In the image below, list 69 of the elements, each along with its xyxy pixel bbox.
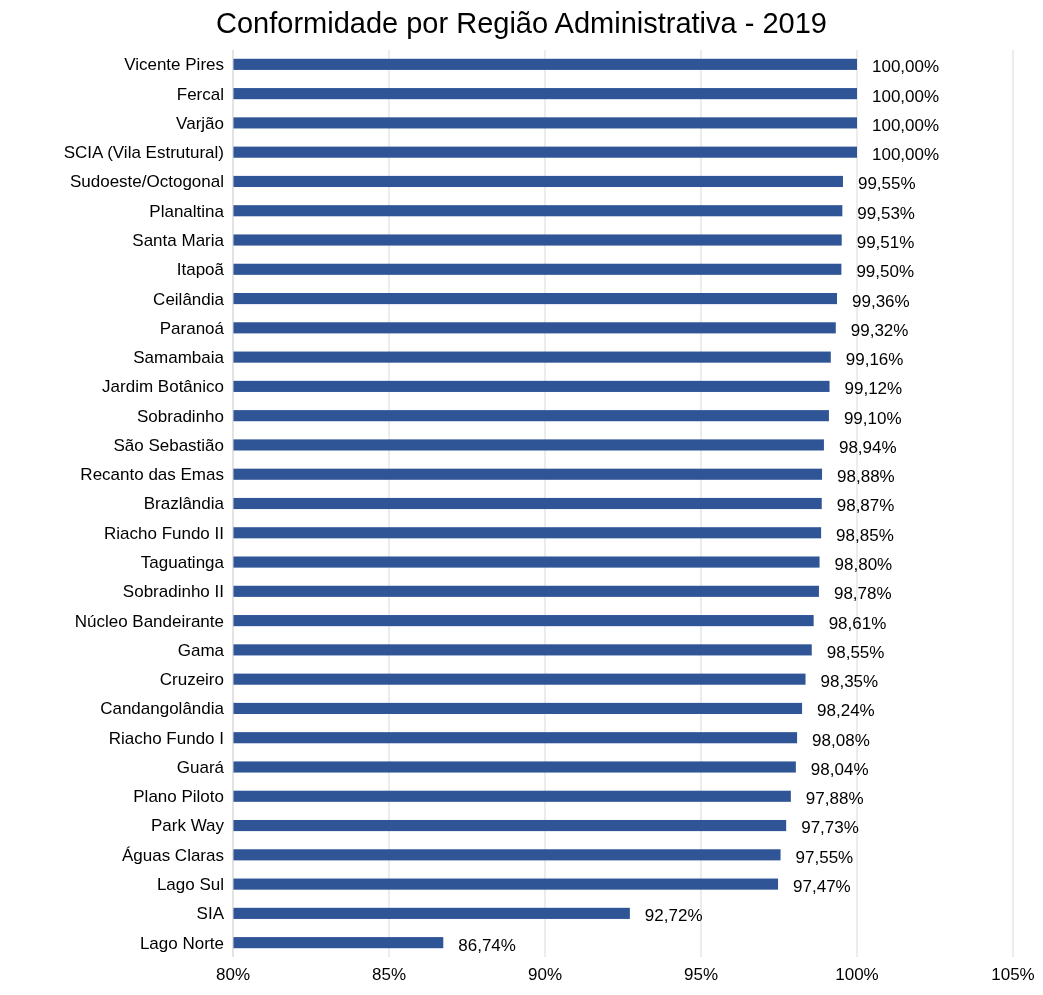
y-tick-label: Varjão — [176, 113, 224, 133]
data-label: 99,50% — [856, 262, 915, 282]
data-label: 98,55% — [826, 642, 885, 662]
y-tick-label: SCIA (Vila Estrutural) — [63, 143, 224, 163]
y-tick-label: SIA — [196, 904, 225, 924]
y-tick-label: Sobradinho II — [122, 582, 224, 602]
y-tick-label: Águas Claras — [121, 845, 224, 865]
x-tick-label: 95% — [683, 965, 719, 984]
y-tick-label: Itapoã — [176, 260, 225, 280]
y-tick-label: Sobradinho — [137, 406, 224, 426]
x-tick-label: 90% — [527, 965, 563, 984]
y-tick-label: Gama — [177, 640, 225, 660]
y-tick-label: Riacho Fundo II — [103, 523, 224, 543]
data-label: 98,94% — [838, 437, 897, 457]
data-label: 100,00% — [872, 145, 940, 165]
data-label: 98,88% — [837, 467, 895, 487]
y-tick-label: Lago Norte — [139, 933, 224, 953]
data-label: 98,24% — [817, 701, 875, 721]
data-label: 99,32% — [850, 320, 909, 340]
data-label: 100,00% — [872, 115, 940, 135]
data-label: 98,80% — [834, 555, 893, 574]
y-tick-label: Vicente Pires — [124, 55, 224, 75]
y-tick-label: Paranoá — [159, 318, 225, 338]
y-tick-label: Núcleo Bandeirante — [74, 611, 224, 631]
y-tick-label: Brazlândia — [143, 494, 225, 514]
y-tick-label: Jardim Botânico — [102, 377, 224, 397]
y-tick-label: Riacho Fundo I — [108, 728, 224, 748]
data-label: 99,55% — [857, 174, 916, 194]
y-tick-label: Santa Maria — [132, 230, 225, 250]
x-tick-label: 80% — [215, 965, 251, 984]
data-label: 98,87% — [836, 496, 895, 516]
y-tick-label: Park Way — [150, 816, 225, 836]
data-label: 97,88% — [805, 789, 864, 809]
y-tick-label: Sudoeste/Octogonal — [69, 172, 224, 192]
x-tick-label: 100% — [835, 965, 879, 984]
data-label: 99,10% — [843, 408, 902, 428]
y-tick-label: Lago Sul — [156, 875, 224, 895]
y-tick-label: Planaltina — [149, 201, 225, 221]
y-tick-label: Taguatinga — [140, 553, 225, 572]
data-label: 98,08% — [812, 730, 870, 750]
data-label: 97,55% — [795, 847, 854, 867]
data-label: 99,12% — [844, 379, 903, 399]
y-tick-label: São Sebastião — [113, 435, 224, 455]
data-label: 86,74% — [458, 935, 516, 955]
data-label: 99,51% — [856, 232, 915, 252]
data-label: 100,00% — [872, 57, 940, 77]
chart-title: Conformidade por Região Administrativa - 2019 — [216, 7, 827, 39]
data-label: 97,47% — [793, 877, 851, 897]
y-tick-label: Fercal — [176, 84, 224, 104]
data-label: 99,16% — [845, 350, 904, 370]
y-tick-label: Cruzeiro — [159, 670, 224, 690]
y-tick-label: Guará — [176, 757, 225, 777]
y-tick-label: Recanto das Emas — [80, 465, 224, 485]
data-label: 92,72% — [644, 906, 703, 926]
y-tick-label: Samambaia — [133, 348, 225, 368]
data-label: 98,61% — [828, 613, 887, 633]
data-label: 99,53% — [857, 203, 916, 223]
y-tick-label: Candangolândia — [100, 699, 225, 719]
data-label: 98,85% — [836, 525, 894, 545]
data-label: 98,04% — [810, 759, 869, 779]
data-label: 99,36% — [852, 291, 910, 311]
x-tick-label: 85% — [371, 965, 407, 984]
data-label: 98,35% — [820, 672, 879, 692]
data-label: 98,78% — [833, 584, 892, 604]
data-label: 100,00% — [872, 86, 940, 106]
y-tick-label: Plano Piloto — [133, 787, 224, 807]
y-tick-label: Ceilândia — [153, 289, 225, 309]
x-tick-label: 105% — [991, 965, 1035, 984]
data-label: 97,73% — [801, 818, 859, 838]
